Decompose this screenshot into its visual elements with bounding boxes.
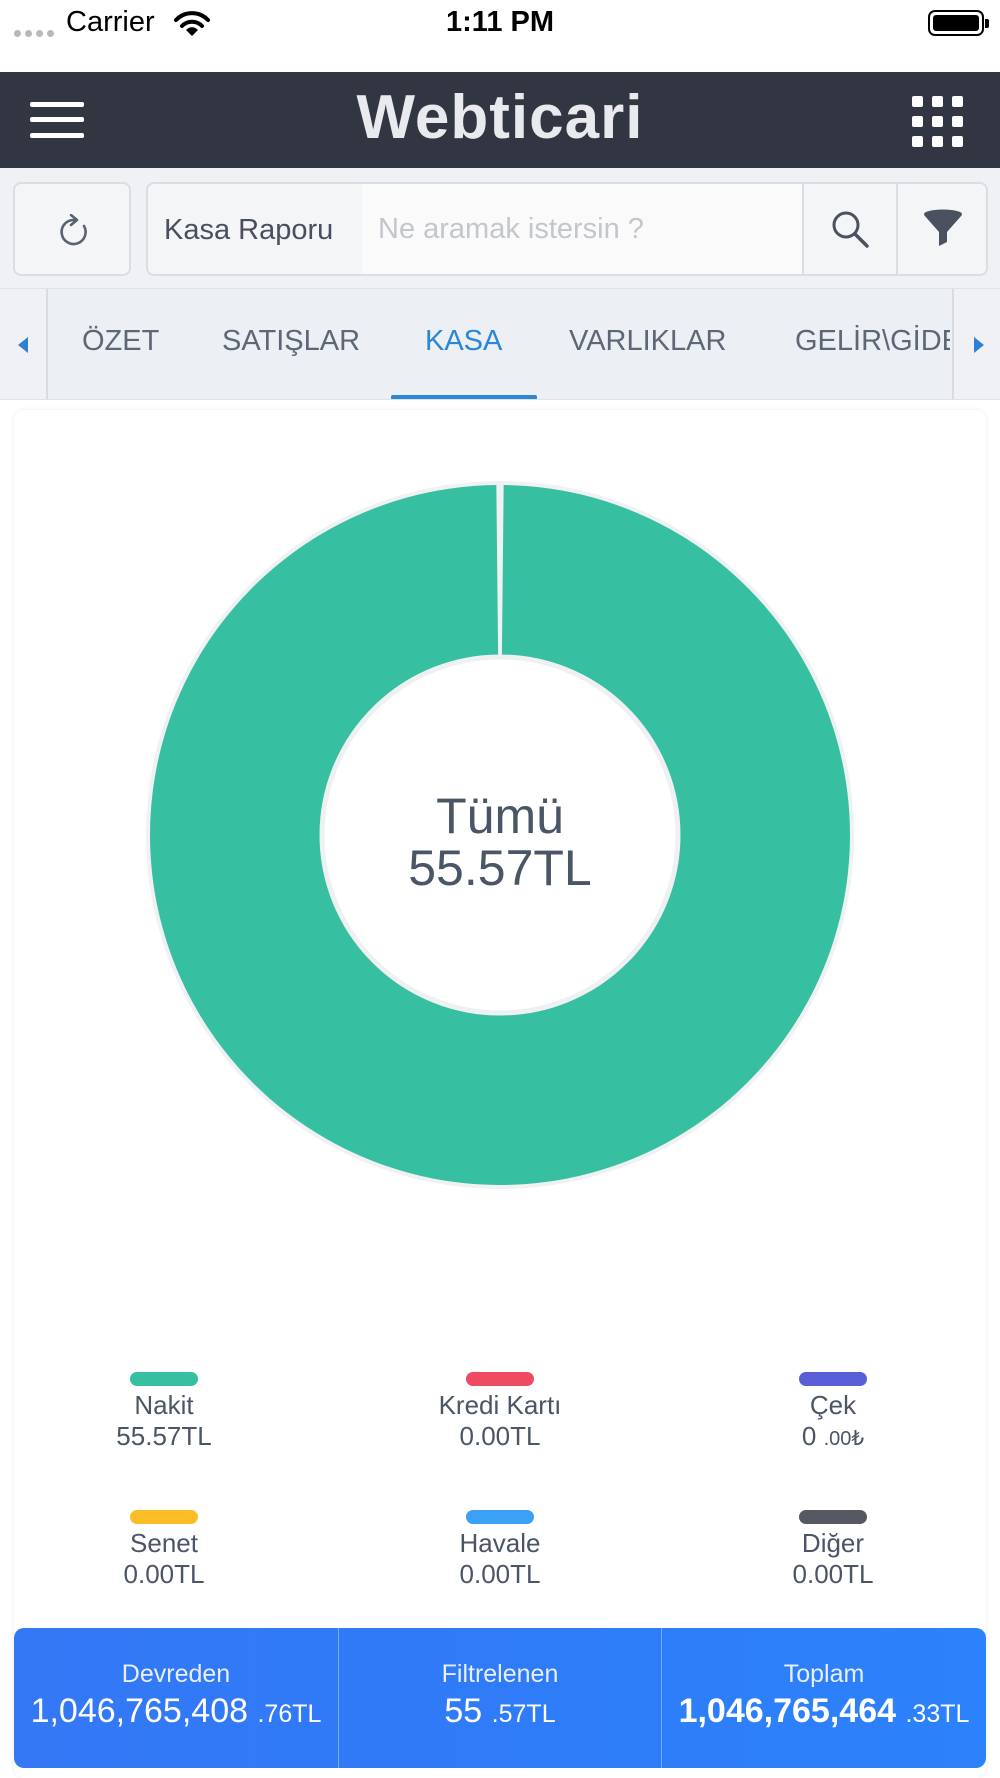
total-filtrelenen: Filtrelenen 55 .57TL xyxy=(338,1628,662,1768)
legend-item-senet[interactable]: Senet 0.00TL xyxy=(14,1510,314,1590)
refresh-icon xyxy=(60,214,87,246)
legend-value-int: 0 xyxy=(801,1421,824,1451)
legend-swatch xyxy=(466,1510,534,1524)
legend-swatch xyxy=(130,1510,198,1524)
legend-swatch xyxy=(799,1510,867,1524)
wifi-icon xyxy=(174,10,210,38)
donut-center-title: Tümü xyxy=(436,788,564,844)
tab-strip: ÖZET SATIŞLAR KASA VARLIKLAR GELİR\GİDER xyxy=(50,289,950,399)
donut-center-label: Tümü 55.57TL xyxy=(300,790,700,894)
battery-icon xyxy=(928,10,989,36)
legend-value: 0.00TL xyxy=(792,1559,874,1589)
tab-satislar[interactable]: SATIŞLAR xyxy=(222,325,361,357)
donut-center-value: 55.57TL xyxy=(408,840,592,896)
legend-name: Diğer xyxy=(801,1528,865,1558)
total-value-dec: .33TL xyxy=(905,1700,970,1728)
clock: 1:11 PM xyxy=(446,6,554,38)
donut-slice-nakit[interactable] xyxy=(149,485,850,1186)
legend-name: Nakit xyxy=(134,1390,194,1420)
apps-grid-icon[interactable] xyxy=(912,96,964,148)
search-icon xyxy=(832,211,869,248)
tab-gelir-gider[interactable]: GELİR\GİDER xyxy=(795,325,950,357)
total-value-int: 55 xyxy=(444,1692,483,1730)
total-value-dec: .57TL xyxy=(491,1700,556,1728)
legend-name: Kredi Kartı xyxy=(438,1390,562,1420)
legend-value: 55.57TL xyxy=(116,1421,212,1451)
totals-bar: Devreden 1,046,765,408 .76TL Filtrelenen… xyxy=(14,1628,986,1768)
app-header: Webticari xyxy=(0,72,1000,168)
status-bar: Carrier 1:11 PM xyxy=(0,0,1000,72)
legend-value: 0.00TL xyxy=(459,1559,541,1589)
signal-icon xyxy=(14,26,58,38)
donut-hole xyxy=(319,654,681,1016)
legend-name: Havale xyxy=(459,1528,541,1558)
report-tabs: ÖZET SATIŞLAR KASA VARLIKLAR GELİR\GİDER xyxy=(0,288,1000,400)
legend-value-dec: .00₺ xyxy=(823,1428,865,1450)
total-label: Filtrelenen xyxy=(441,1660,559,1688)
tab-varliklar[interactable]: VARLIKLAR xyxy=(569,325,727,357)
total-value: 1,046,765,408 .76TL xyxy=(14,1692,338,1731)
donut-chart[interactable] xyxy=(14,410,986,1310)
toolbar: Kasa Raporu xyxy=(0,168,1000,288)
legend-value: 0 .00₺ xyxy=(683,1420,983,1455)
legend-name: Senet xyxy=(130,1528,198,1558)
legend-item-kredi-karti[interactable]: Kredi Kartı 0.00TL xyxy=(350,1372,650,1452)
report-type-label[interactable]: Kasa Raporu xyxy=(164,214,334,246)
total-value-int: 1,046,765,464 xyxy=(678,1692,897,1730)
carrier-name: Carrier xyxy=(66,6,155,38)
total-label: Devreden xyxy=(121,1660,231,1688)
legend-item-havale[interactable]: Havale 0.00TL xyxy=(350,1510,650,1590)
tab-ozet[interactable]: ÖZET xyxy=(82,325,160,357)
legend-value: 0.00TL xyxy=(123,1559,205,1589)
tabs-scroll-left[interactable] xyxy=(0,289,48,399)
search-button[interactable] xyxy=(802,184,896,274)
total-devreden: Devreden 1,046,765,408 .76TL xyxy=(14,1628,338,1768)
total-label: Toplam xyxy=(783,1660,865,1688)
legend-swatch xyxy=(130,1372,198,1386)
legend-swatch xyxy=(466,1372,534,1386)
total-value-dec: .76TL xyxy=(257,1700,322,1728)
search-group: Kasa Raporu xyxy=(146,182,988,276)
total-value: 1,046,765,464 .33TL xyxy=(662,1692,986,1731)
app-logo[interactable]: Webticari xyxy=(356,83,644,152)
legend-item-nakit[interactable]: Nakit 55.57TL xyxy=(14,1372,314,1452)
menu-icon[interactable] xyxy=(30,100,84,140)
caret-left-icon xyxy=(18,337,28,353)
total-value: 55 .57TL xyxy=(339,1692,661,1731)
legend-swatch xyxy=(799,1372,867,1386)
legend-value: 0.00TL xyxy=(459,1421,541,1451)
legend-item-cek[interactable]: Çek 0 .00₺ xyxy=(683,1372,983,1455)
refresh-button[interactable] xyxy=(13,182,131,276)
filter-button[interactable] xyxy=(896,184,986,274)
filter-icon xyxy=(924,209,962,246)
tabs-scroll-right[interactable] xyxy=(952,289,1000,399)
legend-item-diger[interactable]: Diğer 0.00TL xyxy=(683,1510,983,1590)
active-tab-indicator xyxy=(391,395,537,399)
caret-right-icon xyxy=(974,337,984,353)
total-value-int: 1,046,765,408 xyxy=(30,1692,249,1730)
tab-kasa[interactable]: KASA xyxy=(425,325,503,357)
total-toplam: Toplam 1,046,765,464 .33TL xyxy=(662,1628,986,1768)
chart-card: Tümü 55.57TL Nakit 55.57TL Kredi Kartı 0… xyxy=(14,410,986,1778)
legend-name: Çek xyxy=(809,1390,857,1420)
search-input[interactable] xyxy=(362,184,802,274)
